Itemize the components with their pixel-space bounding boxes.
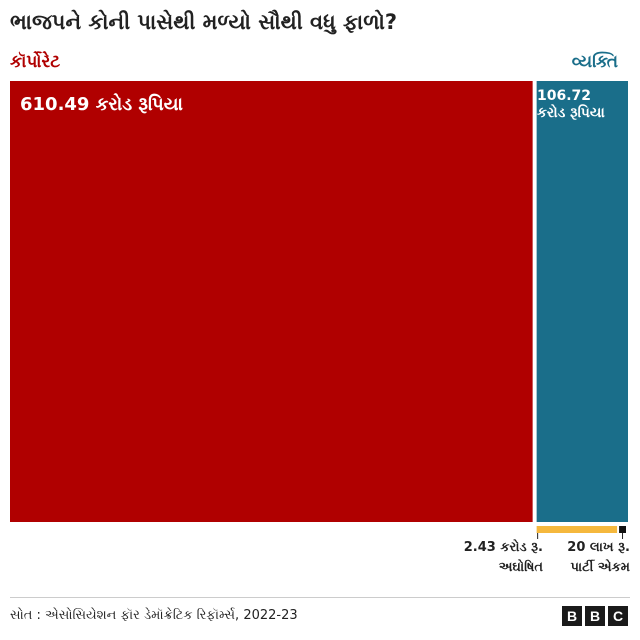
corporate-value-label: 610.49 કરોડ રૂપિયા	[20, 94, 183, 115]
party-unit-label: 20 લાખ રૂ. પાર્ટી એકમ	[567, 538, 630, 577]
anonymous-block	[536, 526, 618, 533]
bbc-logo-letter: B	[562, 606, 582, 626]
anonymous-label: 2.43 કરોડ રૂ. અઘોષિત	[464, 538, 543, 577]
individual-category-label: વ્યક્તિ	[571, 52, 618, 72]
corporate-category-label: કૉર્પોરેટ	[10, 52, 61, 72]
individual-value-unit: કરોડ રૂપિયા	[537, 104, 605, 121]
anonymous-name: અઘોષિત	[498, 559, 543, 575]
corporate-block	[10, 81, 533, 522]
chart-title: ભાજપને કોની પાસેથી મળ્યો સૌથી વધુ ફાળો?	[10, 10, 398, 34]
bbc-logo: B B C	[562, 606, 628, 626]
individual-value-label: 106.72 કરોડ રૂપિયા	[537, 88, 605, 122]
individual-value-number: 106.72	[537, 88, 592, 104]
source-text: સોત : એસોસિયેશન ફૉર ડેમૉક્રેટિક રિફૉર્મ્…	[10, 608, 298, 623]
footer-divider	[10, 597, 630, 598]
party-unit-value: 20 લાખ રૂ.	[567, 540, 630, 555]
bbc-logo-letter: B	[585, 606, 605, 626]
anonymous-value: 2.43 કરોડ રૂ.	[463, 540, 543, 555]
individual-block	[536, 81, 628, 522]
party-unit-block	[619, 526, 626, 533]
party-unit-name: પાર્ટી એકમ	[570, 559, 630, 575]
bbc-logo-letter: C	[608, 606, 628, 626]
